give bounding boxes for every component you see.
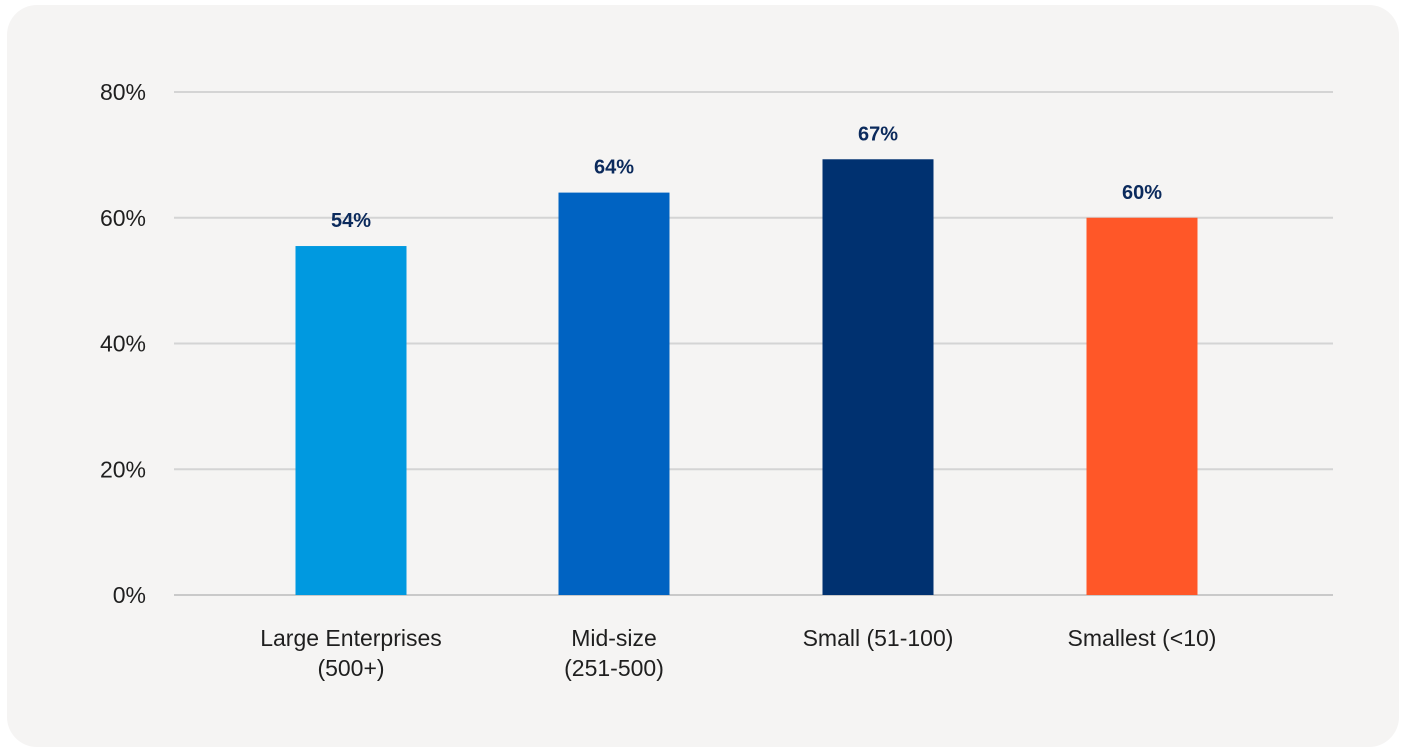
data-label-1: 64% <box>594 157 634 179</box>
data-label-2: 67% <box>858 123 898 145</box>
bar-3 <box>1086 217 1198 595</box>
data-label-0: 54% <box>331 210 371 232</box>
category-label-3: Smallest (<10) <box>1068 625 1217 651</box>
y-tick-label-1: 20% <box>100 456 146 482</box>
y-tick-label-0: 0% <box>113 582 146 608</box>
y-tick-label-3: 60% <box>100 205 146 231</box>
bar-0 <box>295 246 407 595</box>
bar-2 <box>822 159 934 595</box>
category-label-0: Large Enterprises (500+) <box>260 625 442 681</box>
y-tick-label-2: 40% <box>100 331 146 357</box>
y-tick-label-4: 80% <box>100 79 146 105</box>
bar-1 <box>558 192 670 595</box>
category-label-1: Mid-size (251-500) <box>564 625 664 681</box>
category-label-2: Small (51-100) <box>803 625 954 651</box>
data-label-3: 60% <box>1122 182 1162 204</box>
